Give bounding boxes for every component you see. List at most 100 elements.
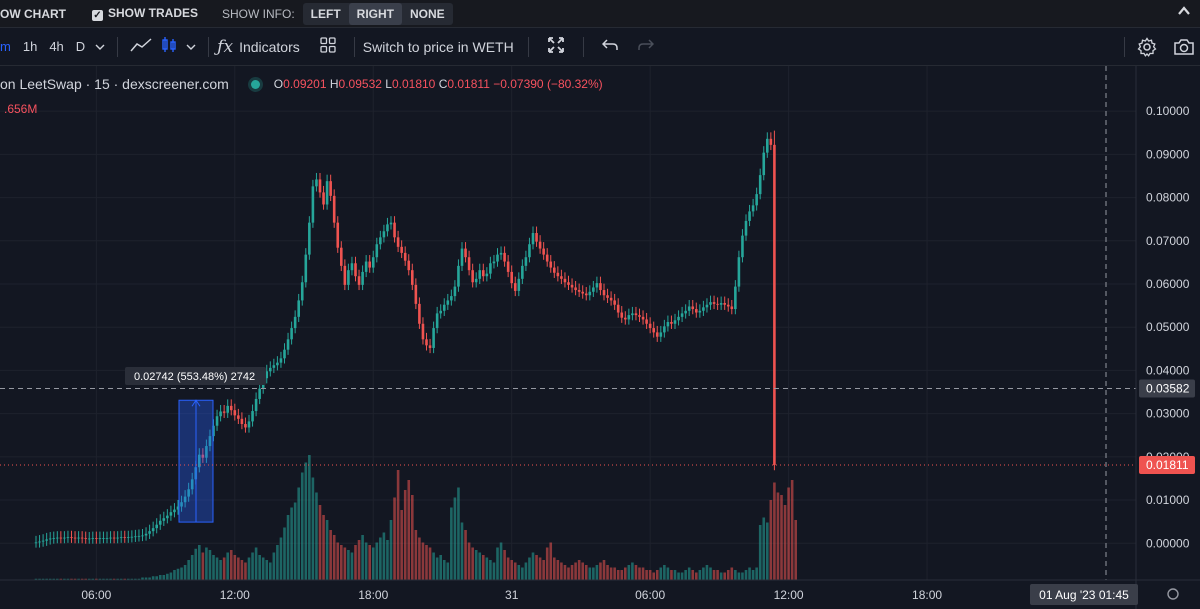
candle-body — [137, 535, 141, 537]
candle-body — [329, 181, 332, 196]
candle-body — [510, 271, 513, 284]
candle-body — [592, 287, 595, 292]
info-segment: LEFT RIGHT NONE — [302, 2, 453, 25]
volume-bar — [560, 562, 563, 580]
candle-body — [183, 496, 187, 503]
candles-icon[interactable] — [156, 36, 182, 57]
volume-bar — [553, 557, 556, 580]
candle-body — [325, 181, 329, 205]
volume-bar — [123, 578, 127, 580]
candle-body — [56, 537, 59, 539]
candle-body — [368, 261, 371, 268]
candle-body — [624, 317, 627, 320]
candle-body — [659, 332, 663, 337]
volume-bar — [116, 578, 119, 580]
candle-body — [379, 237, 382, 245]
high-label: H — [329, 77, 339, 91]
candle-body — [226, 405, 229, 413]
candle-body — [453, 286, 457, 297]
volume-bar — [127, 578, 130, 580]
layout-grid-icon[interactable] — [300, 37, 346, 56]
volume-bar — [755, 567, 758, 580]
candle-body — [503, 252, 506, 262]
timeframe-chevron-icon[interactable] — [91, 39, 109, 54]
volume-bar — [687, 567, 691, 580]
volume-bar — [435, 557, 439, 580]
switch-price-button[interactable]: Switch to price in WETH — [362, 38, 514, 55]
candle-body — [201, 454, 205, 458]
candle-body — [158, 520, 162, 525]
candle-body — [513, 283, 517, 291]
candle-body — [173, 509, 176, 513]
volume-bar — [751, 570, 755, 580]
show-chart-toggle[interactable]: OW CHART — [0, 6, 66, 21]
chart-type-chevron-icon[interactable] — [182, 39, 200, 54]
candle-body — [84, 538, 87, 539]
candle-body — [386, 224, 389, 232]
volume-bar — [311, 477, 315, 580]
volume-bar — [574, 562, 577, 580]
candle-body — [474, 278, 478, 283]
volume-bar — [695, 572, 698, 580]
candle-body — [215, 416, 219, 426]
volume-bar — [329, 530, 332, 580]
volume-bar — [762, 517, 766, 580]
fullscreen-icon[interactable] — [537, 36, 575, 57]
toolbar-divider — [582, 36, 584, 57]
volume-bar — [63, 578, 66, 580]
volume-bar — [602, 560, 606, 580]
settings-gear-icon[interactable] — [1137, 37, 1157, 60]
price-tick-label: 0.01000 — [1146, 493, 1190, 507]
timeframe-4h[interactable]: 4h — [49, 39, 64, 54]
volume-bar — [659, 567, 663, 580]
candle-body — [403, 252, 407, 261]
candle-body — [517, 278, 521, 291]
timeframe-1h[interactable]: 1h — [22, 39, 38, 54]
candle-body — [648, 323, 652, 329]
candle-body — [141, 535, 144, 537]
candle-body — [684, 310, 687, 314]
volume-bar — [144, 577, 148, 580]
volume-bar — [549, 542, 553, 580]
candle-body — [645, 319, 648, 324]
info-option-left[interactable]: LEFT — [310, 6, 341, 21]
indicators-button[interactable]: ƒx Indicators — [217, 37, 300, 57]
candle-body — [716, 303, 719, 305]
timeframe-m[interactable]: m — [0, 39, 11, 54]
volume-bar — [215, 557, 219, 580]
candle-body — [247, 421, 251, 428]
show-trades-checkbox[interactable]: ✓ SHOW TRADES — [92, 6, 198, 21]
volume-bar — [570, 565, 574, 580]
volume-bar — [620, 570, 624, 580]
volume-bar — [361, 535, 364, 580]
volume-bar — [673, 570, 677, 580]
info-option-right[interactable]: RIGHT — [348, 2, 403, 25]
line-chart-icon[interactable] — [126, 37, 156, 56]
info-option-none[interactable]: NONE — [410, 6, 445, 21]
crosshair-time-label: 01 Aug '23 01:45 — [1039, 588, 1129, 602]
volume-bar — [545, 547, 549, 580]
candle-body — [357, 276, 361, 285]
candle-body — [318, 179, 322, 193]
volume-bar — [205, 547, 208, 580]
timeframe-d[interactable]: D — [75, 39, 86, 54]
candle-body — [66, 537, 70, 539]
redo-icon[interactable] — [628, 38, 664, 55]
time-tick-label: 18:00 — [358, 588, 388, 602]
measure-label-box — [125, 367, 266, 385]
collapse-chevron-icon[interactable] — [1176, 3, 1192, 22]
volume-bar — [730, 567, 734, 580]
candle-body — [265, 371, 269, 379]
camera-icon[interactable] — [1173, 38, 1195, 59]
candle-body — [748, 211, 751, 221]
volume-bar — [595, 565, 599, 580]
volume-bar — [606, 565, 609, 580]
price-chart[interactable]: 0.02742 (553.48%) 2742 0.10000 0.09000 0.08… — [0, 66, 1200, 609]
volume-bar — [794, 520, 797, 580]
candle-body — [414, 284, 418, 304]
volume-bar — [130, 578, 134, 580]
axis-settings-icon[interactable] — [1167, 588, 1179, 600]
undo-icon[interactable] — [592, 38, 628, 55]
volume-bar — [535, 555, 538, 580]
volume-bar — [467, 542, 471, 580]
